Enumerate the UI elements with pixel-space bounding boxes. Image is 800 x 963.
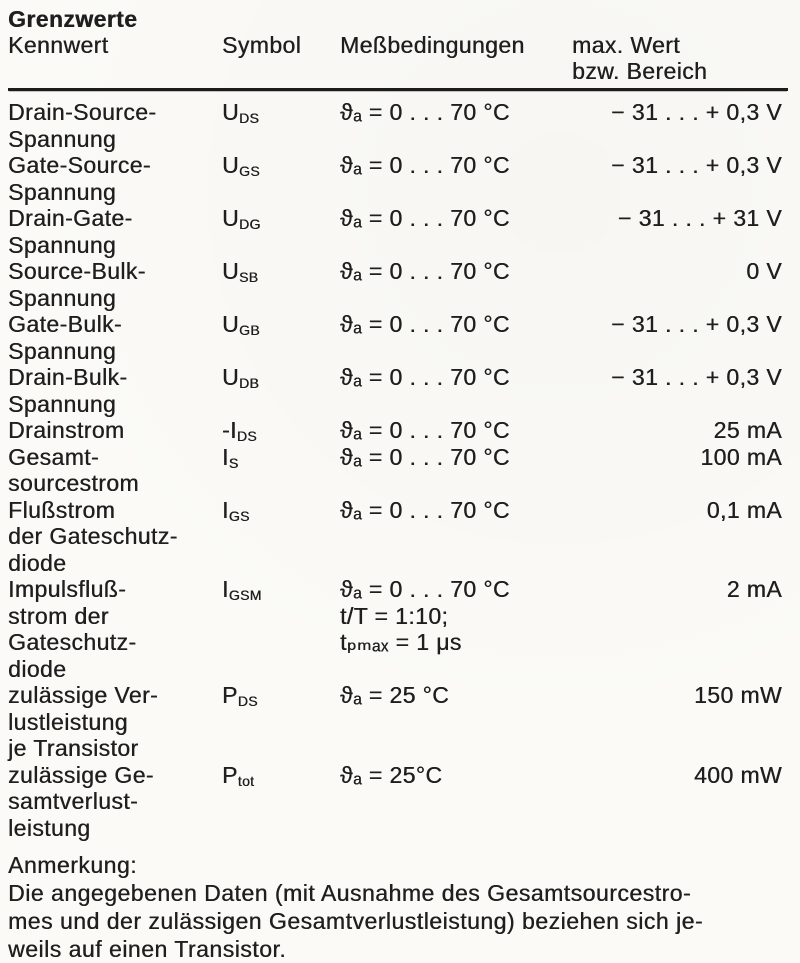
symbol-base: I bbox=[222, 496, 229, 523]
symbol-subscript: DS bbox=[239, 110, 260, 126]
value-cell: − 31 . . . + 31 V bbox=[617, 205, 782, 231]
value-cell: − 31 . . . + 0,3 V bbox=[611, 364, 782, 390]
symbol-cell: UDB bbox=[222, 364, 340, 391]
symbol-subscript: DS bbox=[237, 693, 258, 709]
value-cell: 100 mA bbox=[700, 443, 782, 470]
value-cell: 0 V bbox=[746, 258, 782, 284]
table-row: Gate-Bulk- Spannung UGB ϑₐ = 0 . . . 70 … bbox=[8, 311, 788, 364]
symbol-cell: UGB bbox=[222, 311, 340, 338]
symbol-base: -I bbox=[222, 417, 237, 443]
symbol-cell: Ptot bbox=[222, 762, 340, 789]
note-section: Anmerkung: Die angegebenen Daten (mit Au… bbox=[8, 851, 788, 963]
symbol-base: U bbox=[222, 311, 240, 337]
kennwert-cell: Gesamt- sourcestrom bbox=[8, 443, 139, 497]
value-cell: − 31 . . . + 0,3 V bbox=[611, 311, 782, 337]
kennwert-cell: Drainstrom bbox=[8, 417, 125, 443]
kennwert-cell: Gate-Bulk- Spannung bbox=[8, 311, 122, 364]
symbol-subscript: SB bbox=[239, 269, 259, 285]
symbol-subscript: DG bbox=[239, 216, 261, 232]
table-row: zulässige Ver- lustleistung je Transisto… bbox=[8, 682, 788, 762]
conditions-cell: ϑₐ = 0 . . . 70 °C bbox=[340, 311, 510, 337]
value-cell: 150 mW bbox=[693, 682, 782, 708]
table-header: Kennwert Symbol Meßbedingungen max. Wert… bbox=[8, 32, 788, 84]
symbol-cell: UDS bbox=[222, 99, 340, 126]
conditions-cell: ϑₐ = 25 °C bbox=[340, 682, 450, 708]
value-cell: 2 mA bbox=[726, 576, 782, 602]
kennwert-cell: Drain-Bulk- Spannung bbox=[8, 364, 128, 417]
symbol-cell: UGS bbox=[222, 152, 340, 179]
symbol-base: U bbox=[222, 205, 240, 231]
kennwert-cell: zulässige Ver- lustleistung je Transisto… bbox=[8, 682, 159, 761]
symbol-cell: IGSM bbox=[222, 576, 340, 603]
table-row: Drain-Source- Spannung UDS ϑₐ = 0 . . . … bbox=[8, 99, 788, 152]
symbol-cell: IS bbox=[222, 444, 340, 471]
symbol-base: U bbox=[222, 99, 240, 125]
symbol-base: U bbox=[222, 152, 240, 178]
kennwert-cell: Source-Bulk- Spannung bbox=[8, 258, 146, 311]
kennwert-cell: Gate-Source- Spannung bbox=[8, 152, 151, 205]
value-cell: − 31 . . . + 0,3 V bbox=[611, 99, 782, 125]
kennwert-cell: Drain-Gate- Spannung bbox=[8, 205, 133, 258]
kennwert-cell: Flußstrom der Gateschutz- diode bbox=[8, 496, 178, 576]
conditions-cell: ϑₐ = 0 . . . 70 °C bbox=[340, 205, 510, 231]
symbol-subscript: GB bbox=[239, 322, 260, 338]
header-symbol: Symbol bbox=[222, 32, 302, 58]
kennwert-cell: zulässige Ge- samtverlust- leistung bbox=[8, 761, 154, 841]
table-row: Drainstrom -IDS ϑₐ = 0 . . . 70 °C 25 mA bbox=[8, 417, 788, 444]
kennwert-cell: Impulsfluß- strom der Gateschutz- diode bbox=[8, 576, 137, 682]
symbol-base: U bbox=[222, 258, 240, 284]
note-label: Anmerkung: bbox=[8, 852, 138, 878]
symbol-subscript: GS bbox=[239, 163, 260, 179]
note-text: Die angegebenen Daten (mit Ausnahme des … bbox=[8, 880, 703, 962]
header-kennwert: Kennwert bbox=[8, 32, 109, 58]
table-row: zulässige Ge- samtverlust- leistung Ptot… bbox=[8, 762, 788, 842]
table-row: Gate-Source- Spannung UGS ϑₐ = 0 . . . 7… bbox=[8, 152, 788, 205]
kennwert-cell: Drain-Source- Spannung bbox=[8, 99, 157, 152]
symbol-subscript: S bbox=[228, 454, 239, 471]
symbol-base: P bbox=[222, 761, 238, 788]
symbol-subscript: GSM bbox=[228, 587, 262, 603]
conditions-cell: ϑₐ = 25°C bbox=[340, 761, 443, 788]
conditions-cell: ϑₐ = 0 . . . 70 °C bbox=[340, 364, 510, 390]
symbol-subscript: DS bbox=[236, 428, 257, 444]
value-cell: − 31 . . . + 0,3 V bbox=[611, 152, 782, 178]
header-messbedingungen: Meßbedingungen bbox=[340, 32, 525, 58]
section-title: Grenzwerte bbox=[8, 6, 138, 32]
value-cell: 25 mA bbox=[713, 417, 782, 443]
symbol-base: U bbox=[222, 364, 240, 390]
symbol-base: P bbox=[222, 682, 238, 708]
table-row: Source-Bulk- Spannung USB ϑₐ = 0 . . . 7… bbox=[8, 258, 788, 311]
symbol-subscript: DB bbox=[239, 375, 260, 391]
conditions-cell: ϑₐ = 0 . . . 70 °C bbox=[340, 152, 510, 178]
table-row: Impulsfluß- strom der Gateschutz- diode … bbox=[8, 576, 788, 682]
header-max-wert: max. Wert bzw. Bereich bbox=[572, 32, 708, 84]
table-row: Drain-Gate- Spannung UDG ϑₐ = 0 . . . 70… bbox=[8, 205, 788, 258]
value-cell: 0,1 mA bbox=[706, 496, 782, 523]
table-row: Flußstrom der Gateschutz- diode IGS ϑₐ =… bbox=[8, 497, 788, 577]
header-rule bbox=[8, 88, 788, 91]
conditions-cell: ϑₐ = 0 . . . 70 °C bbox=[340, 258, 510, 284]
limits-table: Drain-Source- Spannung UDS ϑₐ = 0 . . . … bbox=[8, 99, 788, 841]
symbol-cell: USB bbox=[222, 258, 340, 285]
symbol-base: I bbox=[222, 576, 229, 602]
symbol-cell: IGS bbox=[222, 497, 340, 524]
table-row: Gesamt- sourcestrom IS ϑₐ = 0 . . . 70 °… bbox=[8, 444, 788, 497]
conditions-cell: ϑₐ = 0 . . . 70 °C bbox=[340, 417, 510, 443]
conditions-cell: ϑₐ = 0 . . . 70 °C bbox=[340, 99, 510, 125]
symbol-cell: UDG bbox=[222, 205, 340, 232]
symbol-cell: -IDS bbox=[222, 417, 340, 444]
symbol-subscript: tot bbox=[237, 772, 255, 789]
symbol-base: I bbox=[222, 443, 229, 470]
symbol-subscript: GS bbox=[228, 507, 250, 524]
table-row: Drain-Bulk- Spannung UDB ϑₐ = 0 . . . 70… bbox=[8, 364, 788, 417]
symbol-cell: PDS bbox=[222, 682, 340, 709]
conditions-cell: ϑₐ = 0 . . . 70 °C t/T = 1:10; tₚₘₐₓ = 1… bbox=[340, 576, 510, 655]
value-cell: 400 mW bbox=[693, 761, 782, 788]
conditions-cell: ϑₐ = 0 . . . 70 °C bbox=[340, 496, 510, 523]
conditions-cell: ϑₐ = 0 . . . 70 °C bbox=[340, 443, 510, 470]
